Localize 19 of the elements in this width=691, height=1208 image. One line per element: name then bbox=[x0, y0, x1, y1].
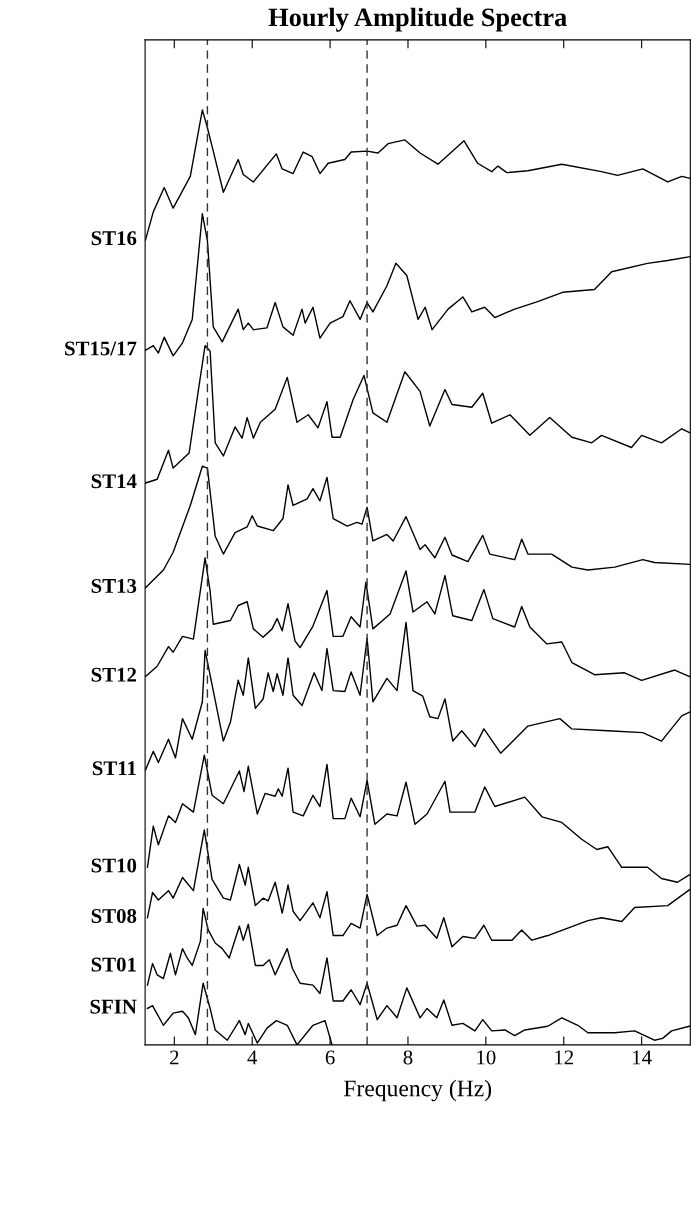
x-tick-label: 2 bbox=[170, 1050, 179, 1065]
x-tick-label: 10 bbox=[477, 1050, 496, 1065]
series-label: ST12 bbox=[91, 667, 137, 682]
series-label: ST15/17 bbox=[65, 341, 137, 356]
chart-title: Hourly Amplitude Spectra bbox=[268, 7, 567, 32]
x-tick-label: 14 bbox=[633, 1050, 652, 1065]
x-tick-label: 12 bbox=[555, 1050, 574, 1065]
x-axis-title: Frequency (Hz) bbox=[343, 1079, 492, 1102]
series-label: SFIN bbox=[90, 999, 137, 1014]
series-label: ST10 bbox=[91, 858, 137, 873]
series-label: ST01 bbox=[91, 957, 136, 972]
x-tick-label: 8 bbox=[403, 1050, 413, 1065]
series-label: ST16 bbox=[91, 231, 137, 246]
x-tick-label: 4 bbox=[247, 1050, 258, 1065]
series-label: ST11 bbox=[92, 761, 136, 776]
series-label: ST14 bbox=[91, 474, 137, 489]
series-label: ST08 bbox=[91, 908, 137, 923]
x-tick-label: 6 bbox=[325, 1050, 335, 1065]
series-label: ST13 bbox=[91, 578, 137, 593]
